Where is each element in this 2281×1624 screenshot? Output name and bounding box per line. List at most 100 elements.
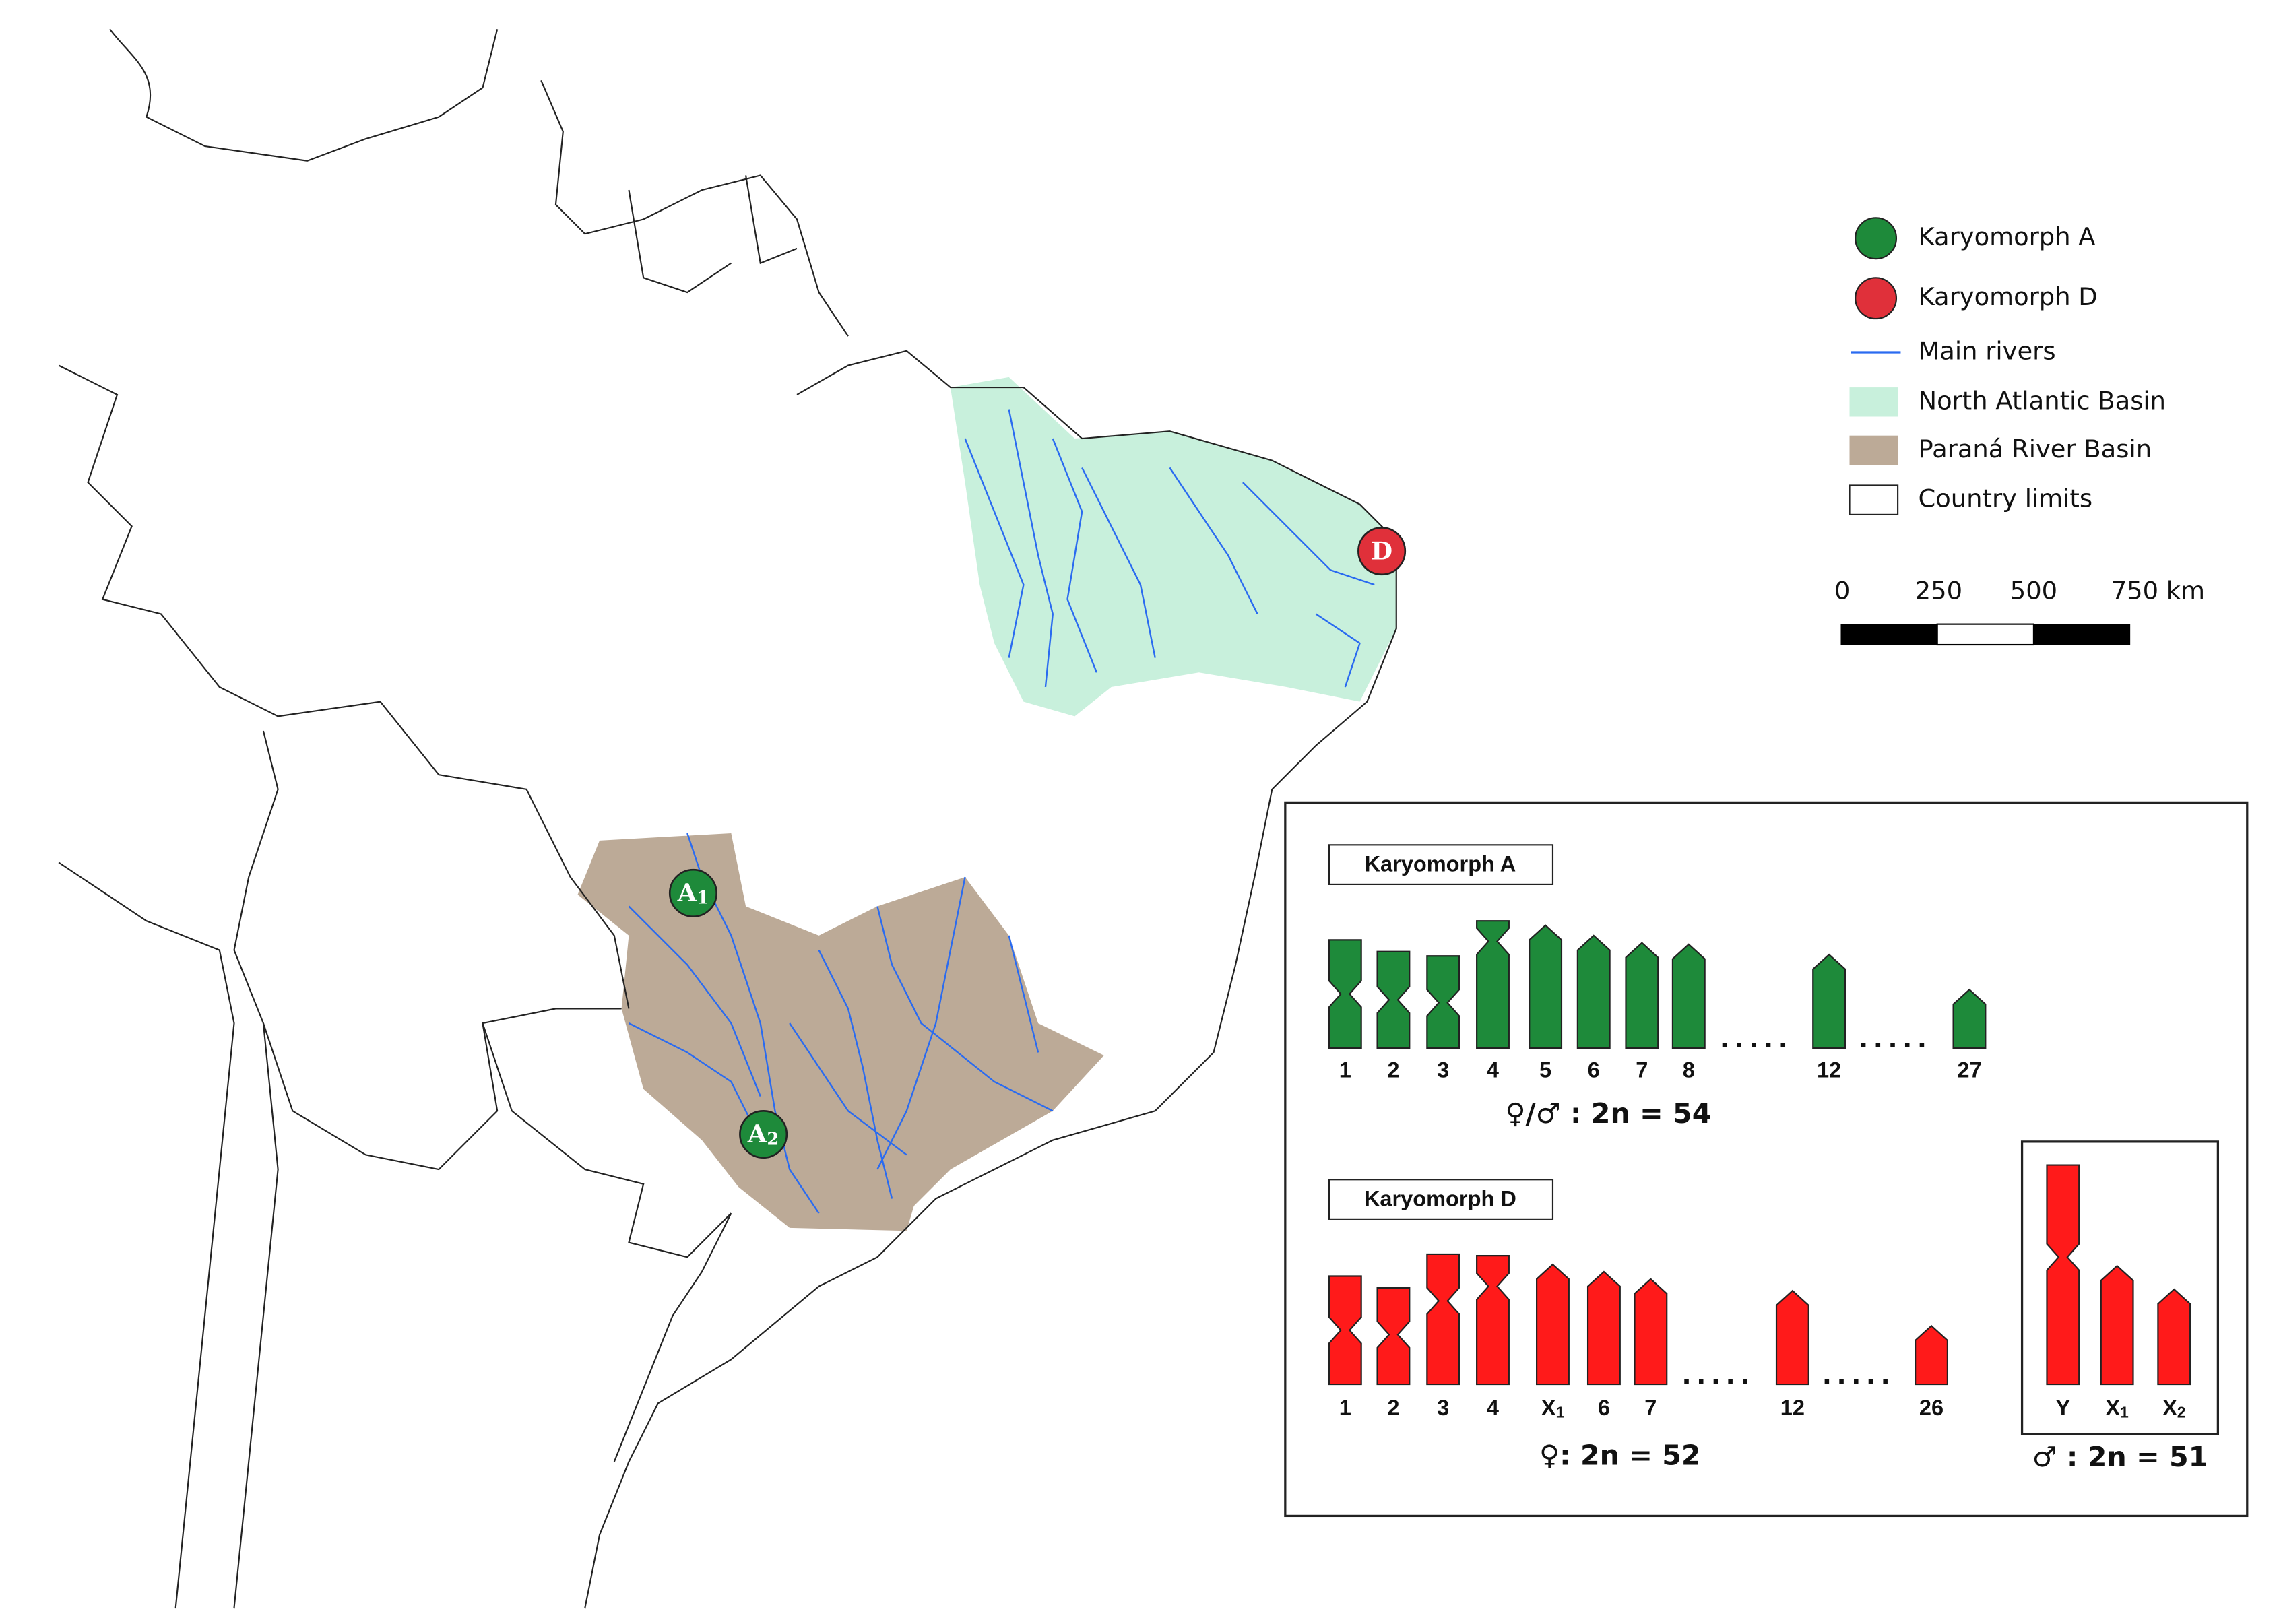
label-subscript: 2 — [2177, 1404, 2186, 1421]
chromosome-label: 6 — [1598, 1396, 1610, 1420]
label-text: 4 — [1487, 1396, 1499, 1420]
site-marker — [668, 868, 717, 917]
scale-label: 500 — [2010, 576, 2057, 605]
label-text: 5 — [1539, 1058, 1551, 1082]
ellipsis-dot — [1698, 1379, 1704, 1384]
chromosome-label: 7 — [1644, 1396, 1657, 1420]
karyotype-formula: ♀: 2n = 52 — [1539, 1439, 1701, 1472]
scale-bar: 0 250 500 750 km — [1834, 576, 2205, 646]
ellipsis-dot — [1890, 1043, 1895, 1047]
label-text: 6 — [1598, 1396, 1610, 1420]
chromosome — [1529, 924, 1563, 1049]
label-text: 8 — [1683, 1058, 1695, 1082]
sex-chromosome-box — [2020, 1140, 2220, 1435]
scale-label: 0 — [1834, 576, 1850, 605]
marker-label: A1 — [677, 878, 709, 909]
label-text: 2 — [1387, 1396, 1399, 1420]
chromosome-label: X1 — [2105, 1396, 2129, 1421]
chromosome-label: 4 — [1487, 1058, 1499, 1082]
chromosome — [1328, 1275, 1362, 1386]
label-text: A — [747, 1119, 768, 1148]
legend-symbol — [1849, 435, 1898, 465]
chromosome — [1536, 1263, 1570, 1386]
ellipsis-dot — [1684, 1379, 1689, 1384]
chromosome — [1812, 953, 1846, 1049]
chromosome — [1671, 943, 1706, 1049]
ellipsis-dot — [1868, 1379, 1873, 1384]
chromosome-label: 7 — [1636, 1058, 1648, 1082]
ellipsis-dot — [1875, 1043, 1881, 1047]
label-text: 4 — [1487, 1058, 1499, 1082]
label-subscript: 1 — [2120, 1404, 2129, 1421]
ellipsis-dot — [1766, 1043, 1771, 1047]
chromosome-label: Y — [2055, 1396, 2070, 1420]
chromosome-label: 2 — [1387, 1396, 1399, 1420]
label-subscript: 2 — [767, 1130, 779, 1150]
chromosome — [1915, 1324, 1948, 1386]
legend-label: Karyomorph D — [1919, 282, 2098, 311]
legend-symbol — [1855, 277, 1898, 320]
ellipsis-dot — [1780, 1043, 1786, 1047]
legend: Karyomorph A Karyomorph D Main rivers North… — [1849, 217, 2166, 515]
chromosome-label: 6 — [1588, 1058, 1600, 1082]
label-text: 12 — [1817, 1058, 1841, 1082]
ellipsis-dot — [1854, 1379, 1859, 1384]
ellipsis-dot — [1743, 1379, 1747, 1384]
ellipsis-dot — [1728, 1379, 1733, 1384]
label-text: 7 — [1636, 1058, 1648, 1082]
chromosome — [1426, 955, 1460, 1049]
marker-label: D — [1371, 535, 1392, 565]
legend-symbol — [1849, 484, 1899, 515]
scale-label: 750 km — [2111, 576, 2205, 605]
chromosome-label: 1 — [1339, 1058, 1351, 1082]
chromosome — [1426, 1253, 1460, 1386]
label-text: X — [2105, 1396, 2120, 1420]
label-text: 7 — [1644, 1396, 1657, 1420]
parana-river-basin — [577, 833, 1104, 1231]
chromosome — [2157, 1288, 2191, 1386]
ellipsis-dot — [1713, 1379, 1718, 1384]
legend-label: Karyomorph A — [1919, 222, 2096, 251]
chromosome — [1625, 942, 1659, 1049]
chromosome — [1634, 1278, 1668, 1386]
karyomorph-title-box — [1328, 1179, 1554, 1220]
chromosome — [2046, 1164, 2080, 1386]
scale-label: 250 — [1915, 576, 1962, 605]
chromosome-label: 12 — [1817, 1058, 1841, 1082]
label-text: 12 — [1780, 1396, 1805, 1420]
chromosome — [1476, 920, 1510, 1049]
karyomorph-title: Karyomorph D — [1364, 1186, 1516, 1210]
label-text: Y — [2055, 1396, 2070, 1420]
legend-label: North Atlantic Basin — [1919, 386, 2166, 415]
chromosome — [1576, 934, 1611, 1049]
karyomorph-title-box — [1328, 844, 1554, 886]
ellipsis-dot — [1839, 1379, 1844, 1384]
chromosome-label: 26 — [1919, 1396, 1943, 1420]
label-text: 26 — [1919, 1396, 1943, 1420]
chromosome — [2100, 1264, 2134, 1386]
karyotype-formula: ♀/♂ : 2n = 54 — [1505, 1097, 1711, 1130]
rivers — [628, 409, 1375, 1214]
ellipsis-dot — [1919, 1043, 1925, 1047]
chromosome-label: 27 — [1957, 1058, 1981, 1082]
legend-label: Main rivers — [1919, 336, 2056, 365]
legend-symbol — [1855, 217, 1898, 260]
chromosome-label: X2 — [2162, 1396, 2185, 1421]
marker-label: A2 — [747, 1119, 779, 1150]
karyomorph-title: Karyomorph A — [1364, 851, 1516, 876]
label-text: 1 — [1339, 1396, 1351, 1420]
label-text: 2 — [1387, 1058, 1399, 1082]
label-subscript: 1 — [1555, 1404, 1564, 1421]
chromosome — [1376, 950, 1411, 1049]
chromosome-label: 5 — [1539, 1058, 1551, 1082]
karyotypes: Karyomorph A1 2 3 4 5 6 7 8 12 27♀/♂ : 2n = 54Kar… — [1328, 844, 2208, 1473]
chromosome-label: 8 — [1683, 1058, 1695, 1082]
chromosome-label: 3 — [1437, 1396, 1449, 1420]
chromosome-label: 1 — [1339, 1396, 1351, 1420]
ellipsis-dot — [1883, 1379, 1888, 1384]
chromosome — [1328, 939, 1362, 1049]
north-atlantic-basin — [950, 377, 1396, 717]
label-text: 6 — [1588, 1058, 1600, 1082]
